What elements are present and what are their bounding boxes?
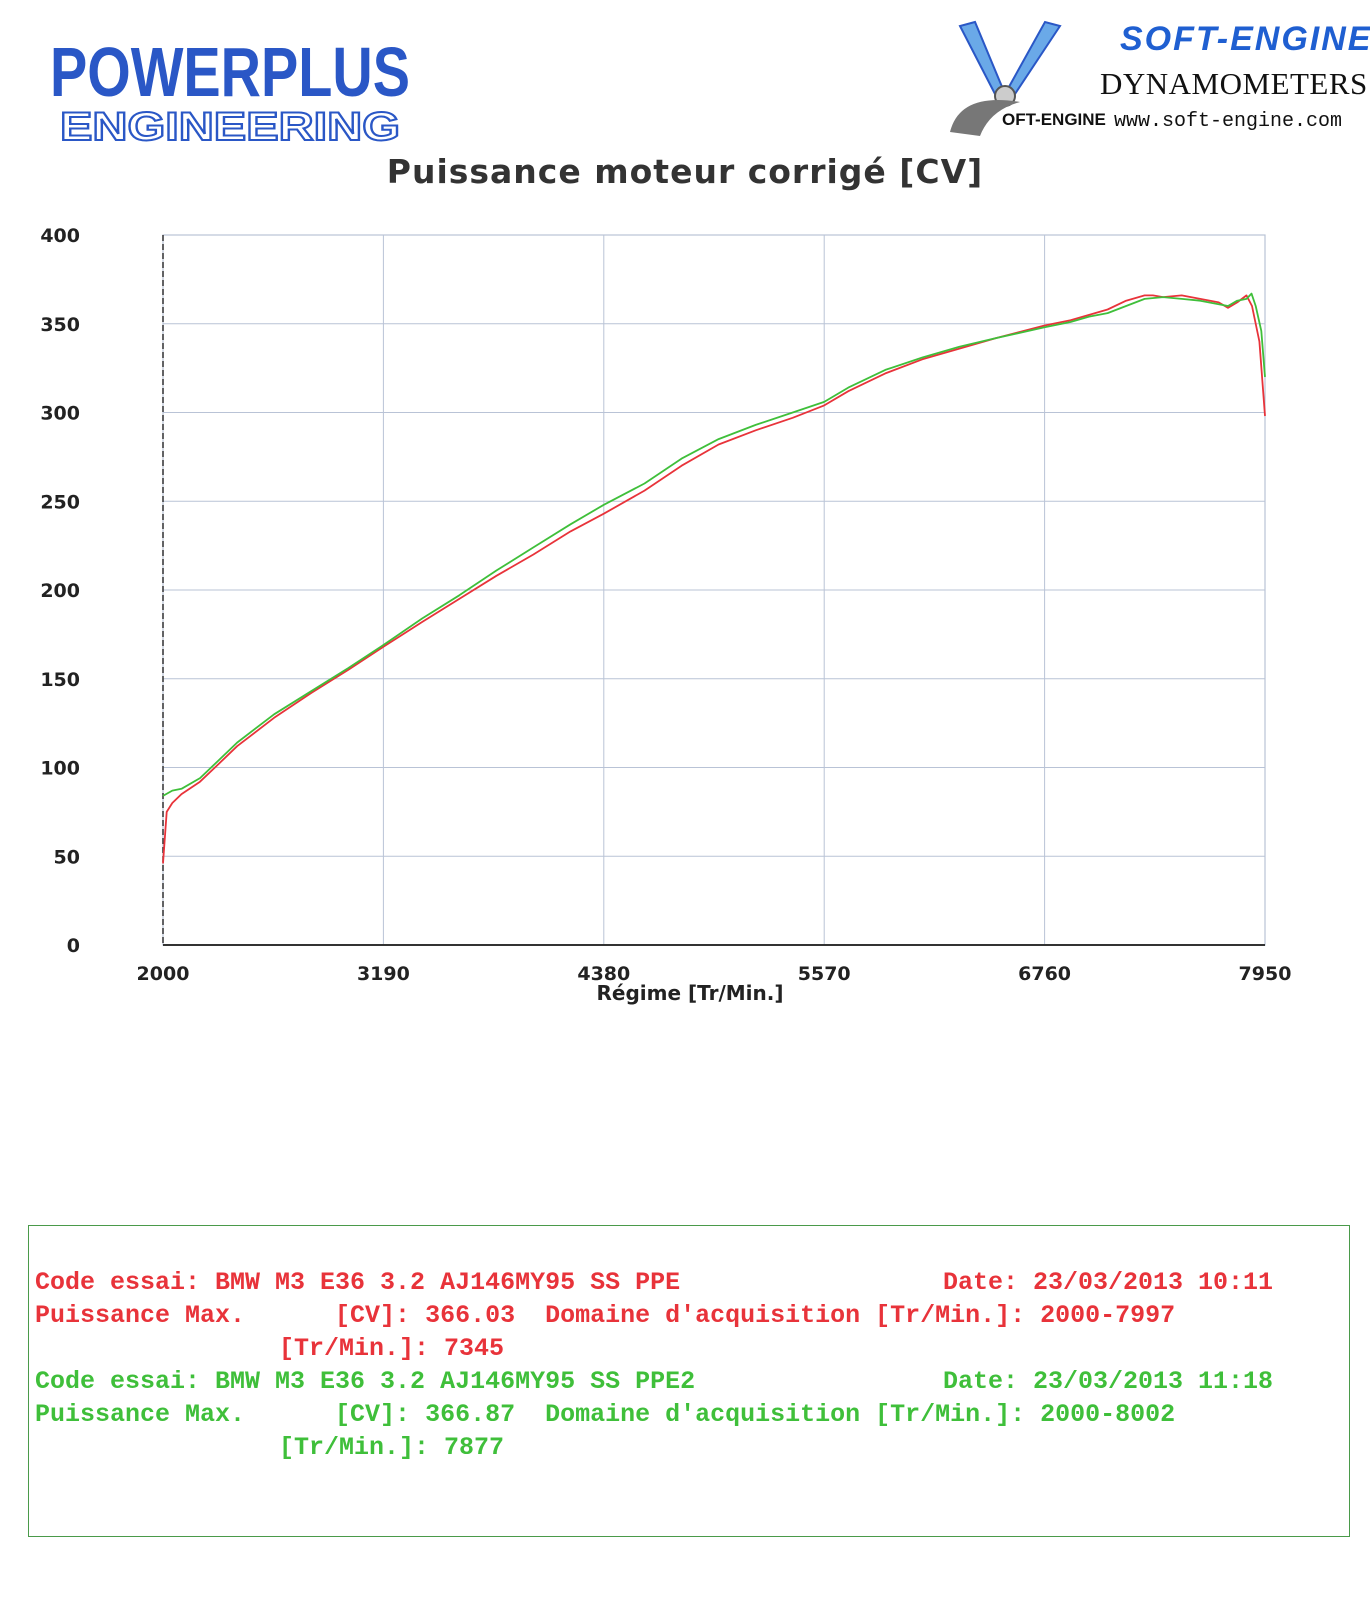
x-axis-label: Régime [Tr/Min.] bbox=[597, 981, 784, 1005]
run2-date: Date: 23/03/2013 11:18 bbox=[943, 1367, 1274, 1396]
x-tick-label: 3190 bbox=[357, 963, 410, 985]
brand-subtitle: DYNAMOMETERS bbox=[1100, 66, 1368, 101]
x-tick-label: 7950 bbox=[1239, 963, 1292, 985]
x-tick-label: 2000 bbox=[137, 963, 190, 985]
y-tick-label: 150 bbox=[40, 669, 80, 691]
run1-rpm: [Tr/Min.]: 7345 bbox=[279, 1334, 505, 1363]
test-info-box: Code essai: BMW M3 E36 3.2 AJ146MY95 SS … bbox=[28, 1225, 1350, 1537]
run1-code: Code essai: BMW M3 E36 3.2 AJ146MY95 SS … bbox=[35, 1268, 681, 1297]
powerplus-logo: POWERPLUS ENGINEERING bbox=[48, 28, 418, 150]
piston-icon bbox=[950, 20, 1062, 136]
series-line-1 bbox=[162, 294, 1266, 864]
y-tick-label: 400 bbox=[40, 225, 80, 247]
run1-date: Date: 23/03/2013 10:11 bbox=[943, 1268, 1274, 1297]
chart-title: Puissance moteur corrigé [CV] bbox=[386, 152, 984, 191]
logo-line2: ENGINEERING bbox=[60, 105, 400, 148]
powerplus-logo-graphic: POWERPLUS ENGINEERING bbox=[50, 33, 410, 150]
y-tick-label: 300 bbox=[40, 403, 80, 425]
y-tick-label: 0 bbox=[67, 935, 80, 957]
brand-url: www.soft-engine.com bbox=[1114, 110, 1343, 133]
x-tick-label: 6760 bbox=[1018, 963, 1071, 985]
power-chart: 0 50 100 150 200 250 300 350 400 2000 3190 4380 5570… bbox=[40, 225, 1292, 1005]
y-tick-label: 350 bbox=[40, 314, 80, 336]
run1-power-max: Puissance Max. [CV]: 366.03 Domaine d'ac… bbox=[35, 1301, 1176, 1330]
y-tick-label: 50 bbox=[54, 846, 80, 868]
run2-rpm: [Tr/Min.]: 7877 bbox=[279, 1433, 505, 1462]
brand-small-mark: OFT-ENGINE bbox=[1002, 110, 1106, 129]
series-line-2 bbox=[162, 292, 1266, 797]
y-tick-label: 250 bbox=[40, 491, 80, 513]
soft-engine-logo: SOFT-ENGINE DYNAMOMETERS OFT-ENGINE www.… bbox=[950, 14, 1370, 144]
x-tick-label: 4380 bbox=[577, 963, 630, 985]
run2-code: Code essai: BMW M3 E36 3.2 AJ146MY95 SS … bbox=[35, 1367, 696, 1396]
y-tick-label: 100 bbox=[40, 758, 80, 780]
logo-line1: POWERPLUS bbox=[50, 33, 410, 111]
x-tick-label: 5570 bbox=[798, 963, 851, 985]
y-tick-label: 200 bbox=[40, 580, 80, 602]
run2-power-max: Puissance Max. [CV]: 366.87 Domaine d'ac… bbox=[35, 1400, 1176, 1429]
brand-name: SOFT-ENGINE bbox=[1120, 20, 1370, 58]
